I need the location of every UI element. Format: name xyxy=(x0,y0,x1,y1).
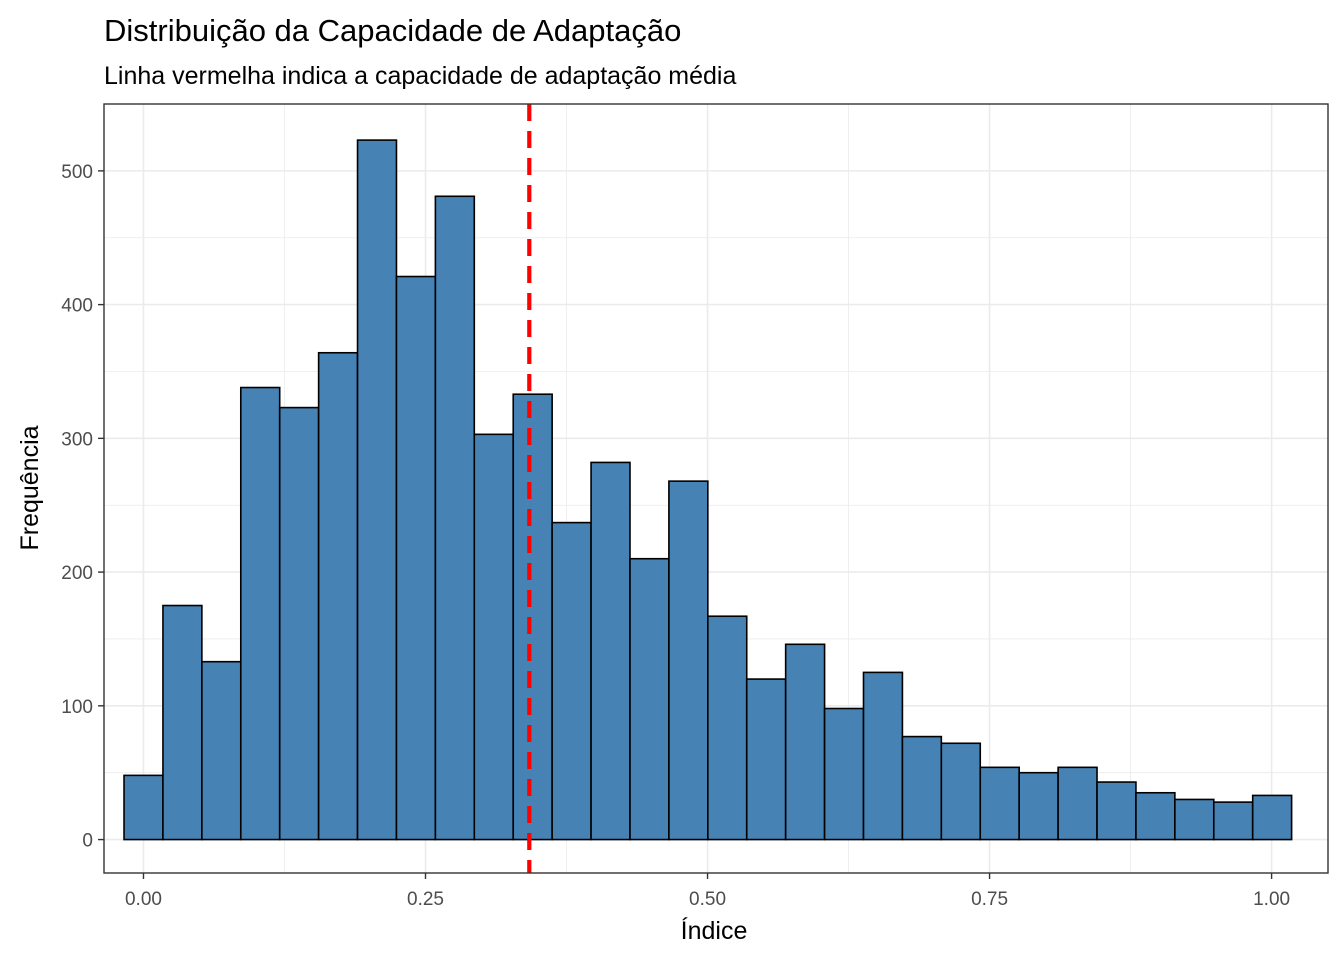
histogram-bar xyxy=(668,480,709,841)
y-tick-label: 500 xyxy=(61,162,93,183)
histogram-bar xyxy=(629,557,670,841)
histogram-bar xyxy=(239,386,281,841)
histogram-bar xyxy=(551,521,592,841)
x-axis: 0.00 0.25 0.50 0.75 1.00 xyxy=(125,873,1290,910)
histogram-bar xyxy=(201,660,242,841)
histogram-bar xyxy=(590,461,631,841)
histogram-bar xyxy=(1096,781,1137,841)
histogram-bar xyxy=(1057,766,1098,841)
x-tick-label: 0.25 xyxy=(407,889,444,910)
histogram-bar xyxy=(395,275,437,841)
y-axis: 0 100 200 300 400 500 xyxy=(61,162,104,852)
histogram-bar xyxy=(162,604,203,841)
histogram-bar xyxy=(1135,791,1176,841)
histogram-bar xyxy=(1018,771,1059,841)
histogram-bars xyxy=(123,139,1293,841)
y-axis-title: Frequência xyxy=(16,425,44,550)
panel-border xyxy=(103,103,1329,874)
histogram-bar xyxy=(1174,798,1215,841)
histogram-bar xyxy=(707,615,748,841)
x-tick-label: 0.00 xyxy=(125,889,162,910)
histogram-bar xyxy=(434,195,476,841)
y-tick-label: 200 xyxy=(61,563,93,584)
histogram-bar xyxy=(901,735,943,841)
histogram-bar xyxy=(278,406,320,841)
histogram-bar xyxy=(356,139,398,841)
y-tick-label: 400 xyxy=(61,296,93,317)
histogram-bar xyxy=(512,393,553,841)
histogram-bar xyxy=(317,351,359,841)
histogram-bar xyxy=(940,742,982,841)
x-tick-label: 0.75 xyxy=(971,889,1008,910)
histogram-bar xyxy=(473,433,515,841)
histogram-bar xyxy=(823,707,865,841)
x-axis-title: Índice xyxy=(681,916,748,945)
histogram-bar xyxy=(1251,794,1293,841)
x-tick-label: 0.50 xyxy=(689,889,726,910)
x-tick-label: 1.00 xyxy=(1253,889,1290,910)
y-tick-label: 0 xyxy=(82,831,93,852)
y-tick-label: 300 xyxy=(61,429,93,450)
histogram-bar xyxy=(979,766,1020,841)
histogram-bar xyxy=(123,774,164,841)
histogram-bar xyxy=(862,671,904,841)
histogram-bar xyxy=(1212,801,1254,841)
histogram-bar xyxy=(745,678,787,841)
chart-subtitle: Linha vermelha indica a capacidade de ad… xyxy=(104,62,736,90)
histogram-bar xyxy=(784,643,826,841)
y-tick-label: 100 xyxy=(61,697,93,718)
chart-title: Distribuição da Capacidade de Adaptação xyxy=(104,13,681,48)
